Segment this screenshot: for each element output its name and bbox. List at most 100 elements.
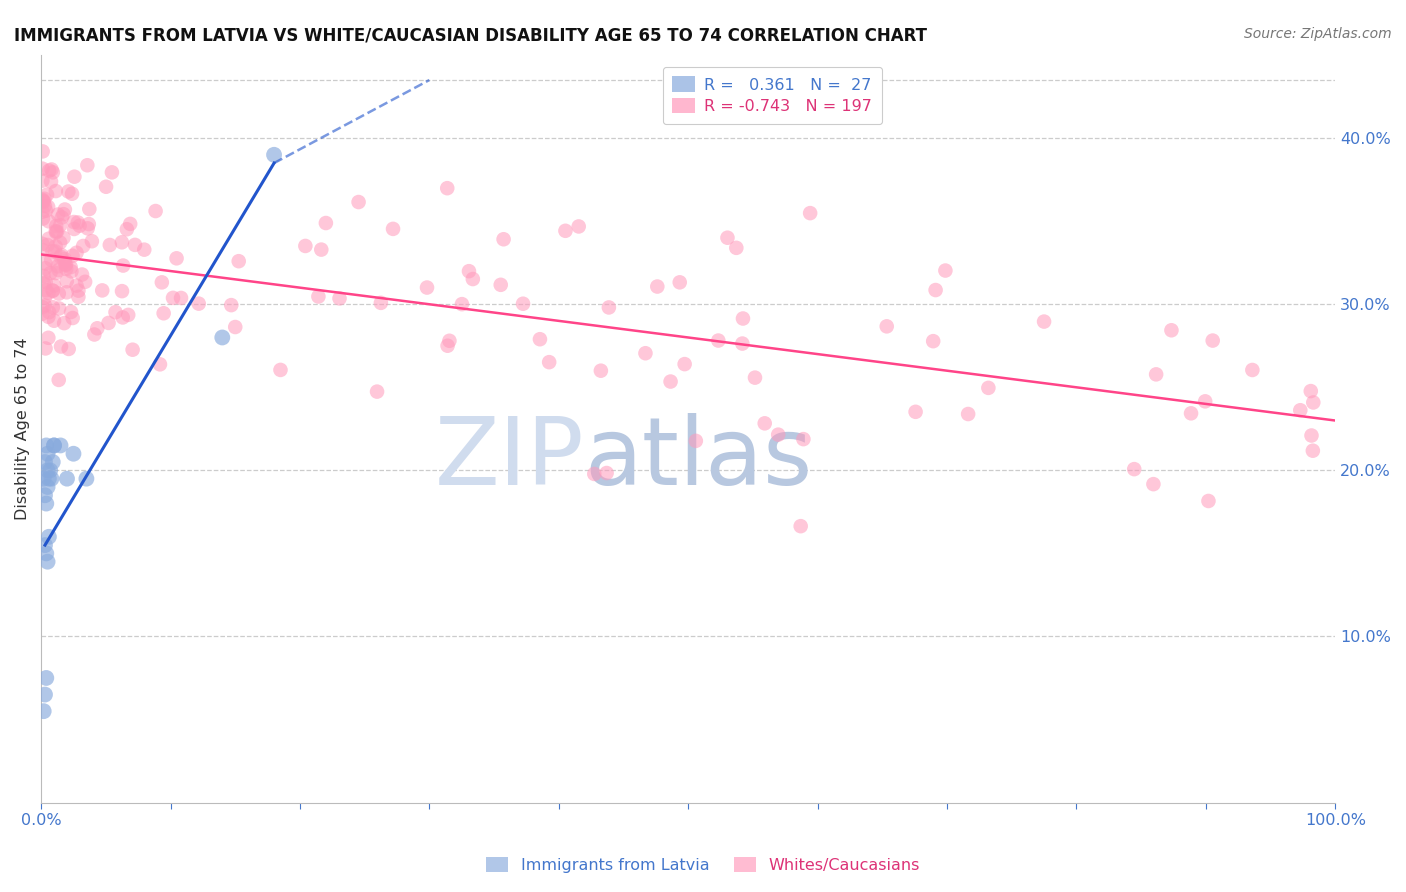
Point bbox=[66, 215, 89, 229]
Point bbox=[53, 202, 76, 217]
Point bbox=[51, 248, 73, 262]
Point bbox=[65, 278, 87, 293]
Point bbox=[1202, 334, 1225, 348]
Point bbox=[67, 284, 90, 298]
Point bbox=[44, 244, 66, 259]
Point bbox=[65, 245, 87, 260]
Point bbox=[42, 438, 65, 452]
Point bbox=[32, 194, 55, 209]
Point bbox=[904, 405, 927, 419]
Point bbox=[31, 204, 53, 219]
Point bbox=[62, 249, 84, 263]
Point bbox=[32, 472, 55, 486]
Point bbox=[53, 254, 76, 268]
Point bbox=[52, 207, 75, 221]
Point bbox=[1302, 395, 1324, 409]
Point bbox=[120, 217, 142, 231]
Point bbox=[32, 194, 55, 208]
Point bbox=[52, 231, 75, 245]
Point bbox=[269, 363, 291, 377]
Point bbox=[1033, 315, 1056, 329]
Point bbox=[45, 225, 67, 239]
Point bbox=[439, 334, 461, 348]
Point bbox=[62, 311, 84, 326]
Point bbox=[111, 235, 134, 250]
Point bbox=[35, 187, 58, 202]
Point bbox=[32, 704, 55, 718]
Point bbox=[41, 162, 63, 177]
Point bbox=[104, 305, 127, 319]
Point bbox=[39, 252, 62, 267]
Text: atlas: atlas bbox=[585, 413, 813, 505]
Point bbox=[46, 224, 69, 238]
Point bbox=[789, 519, 811, 533]
Point bbox=[34, 261, 56, 276]
Point bbox=[32, 277, 55, 291]
Point bbox=[685, 434, 707, 448]
Point bbox=[219, 298, 242, 312]
Point bbox=[668, 276, 690, 290]
Point bbox=[347, 195, 370, 210]
Point bbox=[60, 186, 83, 201]
Point bbox=[42, 284, 65, 298]
Point bbox=[48, 373, 70, 387]
Point bbox=[56, 472, 79, 486]
Point bbox=[149, 357, 172, 371]
Point bbox=[598, 301, 620, 315]
Point bbox=[799, 206, 821, 220]
Point bbox=[45, 184, 67, 198]
Point bbox=[62, 447, 84, 461]
Point bbox=[489, 277, 512, 292]
Point bbox=[49, 339, 72, 353]
Point bbox=[1302, 443, 1324, 458]
Point bbox=[1241, 363, 1264, 377]
Point bbox=[1142, 477, 1164, 491]
Point bbox=[315, 216, 337, 230]
Point bbox=[38, 232, 60, 246]
Point bbox=[725, 241, 748, 255]
Point bbox=[41, 244, 63, 259]
Point bbox=[187, 296, 209, 310]
Point bbox=[1180, 406, 1202, 420]
Point bbox=[63, 222, 86, 236]
Point bbox=[83, 327, 105, 342]
Point bbox=[328, 292, 350, 306]
Point bbox=[69, 219, 91, 233]
Point bbox=[55, 261, 77, 276]
Point bbox=[63, 169, 86, 184]
Point bbox=[55, 258, 77, 272]
Point bbox=[170, 291, 193, 305]
Point bbox=[1289, 403, 1312, 417]
Text: IMMIGRANTS FROM LATVIA VS WHITE/CAUCASIAN DISABILITY AGE 65 TO 74 CORRELATION CH: IMMIGRANTS FROM LATVIA VS WHITE/CAUCASIA… bbox=[14, 27, 927, 45]
Point bbox=[42, 314, 65, 328]
Point bbox=[436, 181, 458, 195]
Point bbox=[568, 219, 591, 234]
Point bbox=[492, 232, 515, 246]
Point bbox=[60, 305, 83, 319]
Point bbox=[34, 688, 56, 702]
Point bbox=[311, 243, 333, 257]
Point bbox=[224, 320, 246, 334]
Point bbox=[49, 250, 72, 264]
Y-axis label: Disability Age 65 to 74: Disability Age 65 to 74 bbox=[15, 337, 30, 520]
Point bbox=[416, 280, 439, 294]
Point bbox=[41, 472, 63, 486]
Point bbox=[34, 342, 56, 356]
Point bbox=[38, 163, 60, 178]
Point bbox=[34, 455, 56, 469]
Point bbox=[659, 375, 682, 389]
Text: Source: ZipAtlas.com: Source: ZipAtlas.com bbox=[1244, 27, 1392, 41]
Point bbox=[38, 472, 60, 486]
Point bbox=[436, 339, 458, 353]
Point bbox=[716, 231, 738, 245]
Legend: R =   0.361   N =  27, R = -0.743   N = 197: R = 0.361 N = 27, R = -0.743 N = 197 bbox=[662, 67, 882, 124]
Point bbox=[1160, 323, 1182, 337]
Point bbox=[34, 256, 56, 270]
Point bbox=[53, 316, 76, 330]
Point bbox=[35, 546, 58, 560]
Point bbox=[76, 158, 98, 172]
Point bbox=[35, 438, 58, 452]
Point bbox=[35, 497, 58, 511]
Point bbox=[37, 331, 59, 345]
Point bbox=[583, 467, 606, 481]
